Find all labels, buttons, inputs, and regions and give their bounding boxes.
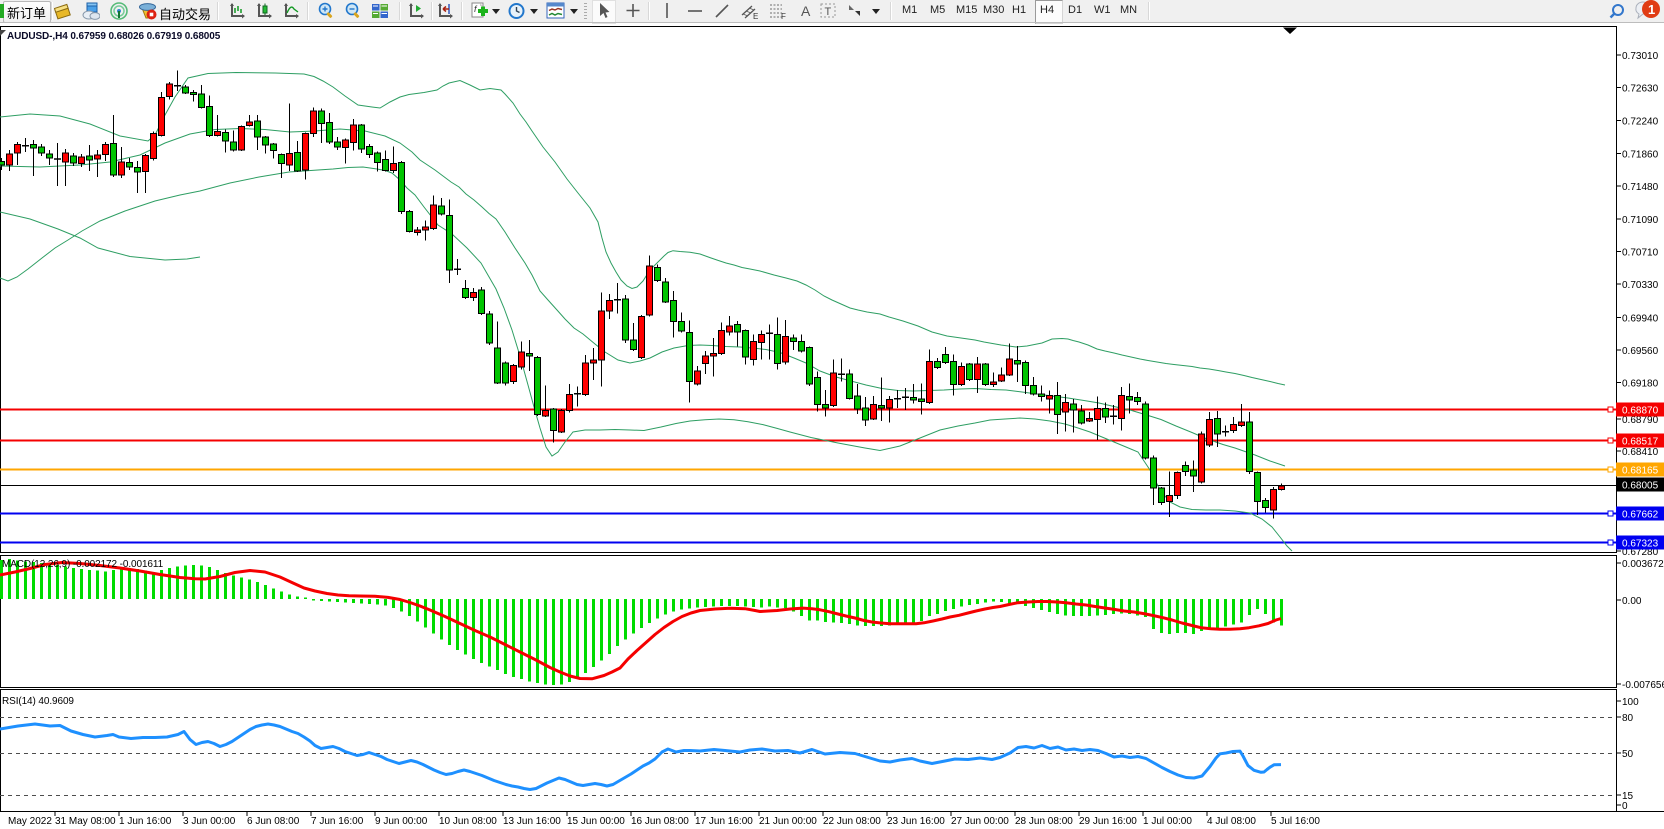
svg-text:0.71480: 0.71480 <box>1622 182 1659 193</box>
svg-text:E: E <box>753 12 758 20</box>
svg-text:15 Jun 00:00: 15 Jun 00:00 <box>567 816 625 827</box>
svg-text:0.67280: 0.67280 <box>1622 547 1659 558</box>
svg-text:0.72630: 0.72630 <box>1622 84 1659 95</box>
svg-text:23 Jun 16:00: 23 Jun 16:00 <box>887 816 945 827</box>
svg-text:7 Jun 16:00: 7 Jun 16:00 <box>311 816 364 827</box>
svg-text:0.67323: 0.67323 <box>1622 539 1659 550</box>
svg-text:0.70710: 0.70710 <box>1622 248 1659 259</box>
svg-text:4 Jul 08:00: 4 Jul 08:00 <box>1207 816 1256 827</box>
svg-text:13 Jun 16:00: 13 Jun 16:00 <box>503 816 561 827</box>
svg-text:f: f <box>474 4 478 14</box>
svg-text:22 Jun 08:00: 22 Jun 08:00 <box>823 816 881 827</box>
svg-text:0.72240: 0.72240 <box>1622 117 1659 128</box>
svg-text:1 Jun 16:00: 1 Jun 16:00 <box>119 816 172 827</box>
svg-text:50: 50 <box>1622 749 1634 760</box>
svg-text:5 Jul 16:00: 5 Jul 16:00 <box>1271 816 1320 827</box>
svg-text:A: A <box>801 3 811 19</box>
svg-text:1 Jul 00:00: 1 Jul 00:00 <box>1143 816 1192 827</box>
svg-text:100: 100 <box>1622 697 1639 708</box>
svg-text:80: 80 <box>1622 713 1634 724</box>
svg-text:0.68870: 0.68870 <box>1622 406 1659 417</box>
svg-text:9 Jun 00:00: 9 Jun 00:00 <box>375 816 428 827</box>
svg-text:May 2022: May 2022 <box>8 816 52 827</box>
svg-text:0.69940: 0.69940 <box>1622 314 1659 325</box>
svg-text:29 Jun 16:00: 29 Jun 16:00 <box>1079 816 1137 827</box>
svg-text:0.68790: 0.68790 <box>1622 415 1659 426</box>
svg-text:0.70330: 0.70330 <box>1622 280 1659 291</box>
svg-text:0.71860: 0.71860 <box>1622 150 1659 161</box>
svg-text:31 May 08:00: 31 May 08:00 <box>55 816 116 827</box>
svg-text:0.71090: 0.71090 <box>1622 215 1659 226</box>
svg-text:RSI(14) 40.9609: RSI(14) 40.9609 <box>2 696 74 707</box>
svg-text:0.68005: 0.68005 <box>1622 481 1659 492</box>
svg-text:T: T <box>825 6 832 18</box>
svg-text:AUDUSD-,H4 0.67959 0.68026 0.: AUDUSD-,H4 0.67959 0.68026 0.67919 0.680… <box>7 31 221 42</box>
svg-text:10 Jun 08:00: 10 Jun 08:00 <box>439 816 497 827</box>
svg-text:27 Jun 00:00: 27 Jun 00:00 <box>951 816 1009 827</box>
svg-text:16 Jun 08:00: 16 Jun 08:00 <box>631 816 689 827</box>
svg-text:0: 0 <box>1622 801 1628 812</box>
svg-text:28 Jun 08:00: 28 Jun 08:00 <box>1015 816 1073 827</box>
svg-text:21 Jun 00:00: 21 Jun 00:00 <box>759 816 817 827</box>
svg-text:0.69560: 0.69560 <box>1622 346 1659 357</box>
svg-text:F: F <box>781 12 786 20</box>
svg-text:0.68517: 0.68517 <box>1622 437 1659 448</box>
svg-text:17 Jun 16:00: 17 Jun 16:00 <box>695 816 753 827</box>
svg-text:0.68410: 0.68410 <box>1622 447 1659 458</box>
svg-text:3 Jun 00:00: 3 Jun 00:00 <box>183 816 236 827</box>
svg-text:15: 15 <box>1622 791 1634 802</box>
svg-text:0.68165: 0.68165 <box>1622 466 1659 477</box>
svg-text:0.73010: 0.73010 <box>1622 51 1659 62</box>
svg-text:0.69180: 0.69180 <box>1622 379 1659 390</box>
svg-text:1: 1 <box>1648 2 1655 17</box>
svg-text:MACD(12,26,9) -0.002172 -0.001: MACD(12,26,9) -0.002172 -0.001611 <box>2 559 164 570</box>
svg-text:-0.007656: -0.007656 <box>1622 680 1664 691</box>
svg-text:0.00: 0.00 <box>1622 596 1642 607</box>
svg-text:6 Jun 08:00: 6 Jun 08:00 <box>247 816 300 827</box>
svg-text:0.67662: 0.67662 <box>1622 510 1659 521</box>
svg-text:0.003672: 0.003672 <box>1622 559 1664 570</box>
